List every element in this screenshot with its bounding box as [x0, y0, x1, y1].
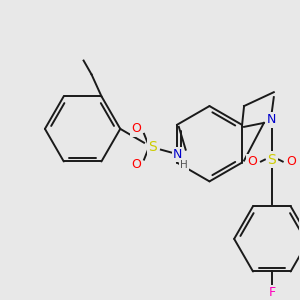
Text: S: S — [267, 153, 276, 166]
Text: N: N — [267, 113, 277, 126]
Text: H: H — [180, 160, 188, 170]
Text: O: O — [131, 122, 141, 135]
Text: O: O — [247, 155, 257, 168]
Text: S: S — [148, 140, 157, 154]
Text: F: F — [268, 286, 275, 299]
Text: O: O — [131, 158, 141, 171]
Text: O: O — [287, 155, 297, 168]
Text: N: N — [173, 148, 182, 161]
